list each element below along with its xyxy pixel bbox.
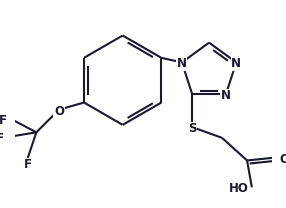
Text: HO: HO (229, 182, 249, 195)
Text: F: F (0, 132, 4, 145)
Text: F: F (0, 114, 7, 127)
Text: O: O (54, 105, 64, 118)
Text: O: O (280, 152, 286, 166)
Text: F: F (23, 158, 31, 171)
Text: N: N (177, 57, 187, 70)
Text: N: N (221, 89, 231, 102)
Text: S: S (188, 122, 196, 135)
Text: N: N (231, 57, 241, 70)
